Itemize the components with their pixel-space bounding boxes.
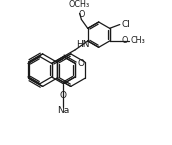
Text: O: O [78, 59, 85, 68]
Text: CH₃: CH₃ [130, 37, 145, 46]
Text: HN: HN [76, 40, 90, 49]
Text: OCH₃: OCH₃ [68, 0, 89, 9]
Text: Na: Na [57, 106, 69, 115]
Text: Cl: Cl [122, 20, 130, 29]
Text: O: O [78, 10, 85, 19]
Text: O: O [121, 37, 128, 46]
Text: O: O [60, 91, 67, 100]
